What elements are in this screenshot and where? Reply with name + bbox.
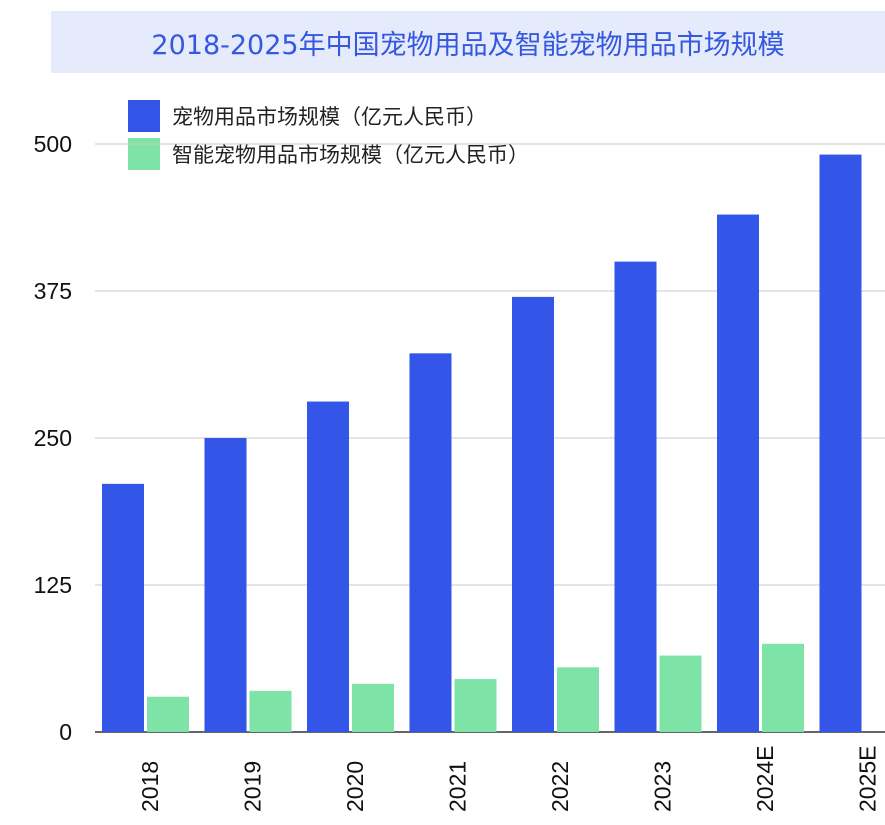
bar-series-b: [557, 667, 599, 732]
legend: 宠物用品市场规模（亿元人民币） 智能宠物用品市场规模（亿元人民币）: [128, 100, 529, 176]
legend-label-series-a: 宠物用品市场规模（亿元人民币）: [172, 105, 487, 129]
bar-series-a: [614, 261, 657, 732]
bar-series-a: [204, 438, 247, 732]
x-tick-label: 2022: [547, 761, 573, 812]
x-tick-label: 2018: [137, 761, 163, 812]
chart-title-bar: 2018-2025年中国宠物用品及智能宠物用品市场规模: [51, 11, 885, 73]
bar-series-a: [512, 296, 554, 732]
bar-series-a: [409, 353, 452, 732]
bar-series-b: [454, 679, 497, 732]
bar-series-a: [819, 154, 862, 733]
x-tick-label: 2024E: [752, 745, 778, 812]
x-tick-label: 2020: [342, 761, 368, 812]
y-tick-label: 250: [34, 425, 72, 451]
legend-item-series-b: 智能宠物用品市场规模（亿元人民币）: [128, 138, 529, 170]
legend-swatch-series-b: [128, 138, 160, 170]
x-tick-label: 2021: [445, 761, 471, 812]
y-tick-label: 500: [34, 131, 72, 157]
y-tick-label: 0: [59, 719, 72, 745]
bar-series-b: [249, 690, 292, 732]
x-tick-label: 2025E: [855, 745, 881, 812]
y-tick-label: 375: [34, 278, 72, 304]
bar-series-b: [659, 655, 702, 732]
chart-title: 2018-2025年中国宠物用品及智能宠物用品市场规模: [151, 29, 785, 61]
x-tick-label: 2023: [650, 761, 676, 812]
bar-series-a: [717, 214, 759, 732]
bar-series-b: [352, 683, 394, 732]
legend-swatch-series-a: [128, 100, 160, 132]
legend-label-series-b: 智能宠物用品市场规模（亿元人民币）: [172, 143, 529, 167]
bar-series-a: [307, 401, 349, 732]
x-tick-label: 2019: [240, 761, 266, 812]
legend-item-series-a: 宠物用品市场规模（亿元人民币）: [128, 100, 529, 132]
bar-series-b: [762, 643, 804, 732]
bar-series-a: [102, 483, 144, 732]
y-tick-label: 125: [34, 572, 72, 598]
bar-series-b: [147, 696, 189, 732]
